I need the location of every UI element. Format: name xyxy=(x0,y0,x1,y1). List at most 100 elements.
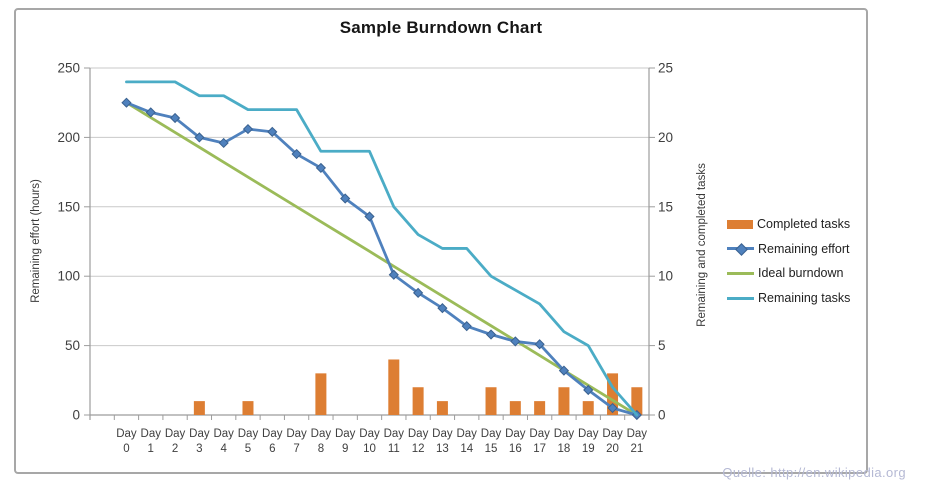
x-tick-label-number: 2 xyxy=(172,443,178,455)
x-tick-label-number: 13 xyxy=(436,443,449,455)
chart-title: Sample Burndown Chart xyxy=(339,18,543,37)
x-tick-label-number: 12 xyxy=(412,443,425,455)
x-tick-label-number: 4 xyxy=(220,443,227,455)
x-tick-label-word: Day xyxy=(213,428,234,440)
chart-frame xyxy=(14,8,868,474)
x-tick-label-word: Day xyxy=(408,428,429,440)
chart-legend: Completed tasks Remaining effort Ideal b… xyxy=(727,212,850,310)
x-tick-label-word: Day xyxy=(602,428,623,440)
diamond-marker xyxy=(169,112,181,124)
line-ideal-burndown xyxy=(125,101,639,417)
diamond-marker xyxy=(583,384,594,396)
legend-item-completed-tasks: Completed tasks xyxy=(727,212,850,237)
x-tick-label-word: Day xyxy=(456,428,477,440)
right-axis-tick-label: 25 xyxy=(658,61,673,76)
x-tick-label-number: 18 xyxy=(558,443,571,455)
x-tick-label-word: Day xyxy=(384,428,405,440)
diamond-marker xyxy=(267,126,278,137)
x-tick-label-number: 7 xyxy=(293,443,299,455)
x-tick-label-number: 16 xyxy=(509,443,522,455)
bar-completed-tasks xyxy=(631,387,643,415)
x-tick-label-number: 3 xyxy=(196,443,202,455)
diamond-marker xyxy=(510,336,521,347)
bar-completed-tasks xyxy=(485,387,497,415)
x-tick-label-number: 0 xyxy=(123,443,129,455)
ideal-burndown-swatch-icon xyxy=(727,271,754,275)
x-tick-label-number: 9 xyxy=(342,443,348,455)
x-tick-label-number: 10 xyxy=(363,443,376,455)
remaining-effort-swatch-icon xyxy=(727,243,754,256)
diamond-marker xyxy=(291,148,302,160)
diamond-marker xyxy=(340,193,351,204)
left-axis-tick-label: 100 xyxy=(57,269,80,284)
x-tick-label-word: Day xyxy=(165,428,186,440)
x-tick-label-number: 5 xyxy=(245,443,251,455)
bar-completed-tasks xyxy=(534,401,546,415)
x-tick-label-word: Day xyxy=(189,428,210,440)
x-tick-label-number: 21 xyxy=(630,443,643,455)
x-tick-label-number: 20 xyxy=(606,443,619,455)
bar-completed-tasks xyxy=(242,401,254,415)
diamond-marker xyxy=(485,329,497,340)
x-tick-label-word: Day xyxy=(627,428,648,440)
x-tick-label-word: Day xyxy=(359,428,380,440)
x-tick-label-word: Day xyxy=(529,428,550,440)
legend-item-ideal-burndown: Ideal burndown xyxy=(727,261,850,286)
right-axis-title: Remaining and completed tasks xyxy=(696,163,708,327)
legend-label: Remaining tasks xyxy=(758,291,851,306)
legend-label: Ideal burndown xyxy=(758,266,844,281)
legend-item-remaining-tasks: Remaining tasks xyxy=(727,286,850,311)
diamond-marker xyxy=(315,162,326,174)
right-axis-tick-label: 20 xyxy=(658,130,673,145)
completed-tasks-swatch-icon xyxy=(727,219,753,229)
x-tick-label-number: 15 xyxy=(485,443,498,455)
right-axis-tick-label: 10 xyxy=(658,269,673,284)
x-tick-label-word: Day xyxy=(578,428,599,440)
diamond-marker xyxy=(534,339,545,350)
diamond-marker xyxy=(413,287,424,298)
source-watermark: Quelle: http://en.wikipedia.org xyxy=(722,465,906,480)
diamond-marker xyxy=(364,211,375,222)
right-axis-tick-label: 15 xyxy=(658,199,673,214)
left-axis-tick-label: 0 xyxy=(72,408,80,423)
legend-label: Remaining effort xyxy=(758,241,850,256)
bar-completed-tasks xyxy=(509,401,521,415)
legend-label: Completed tasks xyxy=(757,217,851,232)
diamond-marker-icon xyxy=(735,243,748,256)
diamond-marker xyxy=(121,97,132,108)
left-axis-tick-label: 50 xyxy=(65,338,80,353)
x-tick-label-number: 1 xyxy=(148,443,154,455)
diamond-marker xyxy=(607,402,618,414)
diamond-marker xyxy=(218,137,229,149)
bar-completed-tasks xyxy=(558,387,570,415)
x-tick-label-word: Day xyxy=(116,428,137,440)
bar-completed-tasks xyxy=(193,401,205,415)
x-tick-label-word: Day xyxy=(141,428,162,440)
x-tick-label-number: 6 xyxy=(269,443,275,455)
left-axis-tick-label: 250 xyxy=(57,61,80,76)
x-tick-label-number: 14 xyxy=(460,443,473,455)
x-tick-label-word: Day xyxy=(554,428,575,440)
x-tick-label-word: Day xyxy=(286,428,307,440)
bar-completed-tasks xyxy=(436,401,448,415)
diamond-marker xyxy=(145,107,156,118)
x-tick-label-word: Day xyxy=(311,428,332,440)
diamond-marker xyxy=(461,321,472,332)
right-axis-tick-label: 0 xyxy=(658,408,666,423)
x-tick-label-number: 19 xyxy=(582,443,595,455)
bar-completed-tasks xyxy=(388,359,400,415)
bar-completed-tasks xyxy=(607,373,619,415)
x-tick-label-word: Day xyxy=(262,428,283,440)
x-tick-label-word: Day xyxy=(238,428,259,440)
x-tick-label-number: 17 xyxy=(533,443,546,455)
x-tick-label-word: Day xyxy=(481,428,502,440)
x-tick-label-word: Day xyxy=(335,428,356,440)
diamond-marker xyxy=(194,132,205,143)
remaining-tasks-swatch-icon xyxy=(727,296,754,300)
x-tick-label-number: 11 xyxy=(388,443,400,455)
left-axis-tick-label: 150 xyxy=(57,199,80,214)
diamond-marker xyxy=(242,123,254,135)
legend-item-remaining-effort: Remaining effort xyxy=(727,237,850,262)
line-remaining-tasks xyxy=(125,80,639,417)
